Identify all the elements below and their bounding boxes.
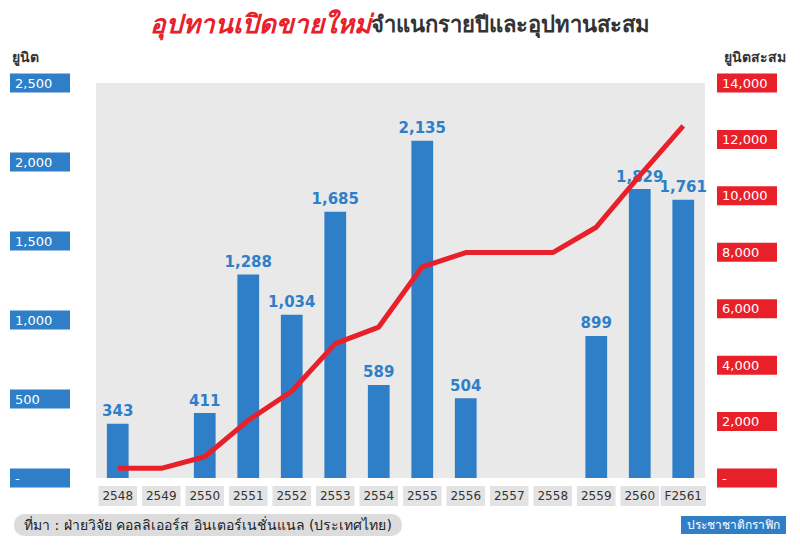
svg-text:6,000: 6,000: [722, 301, 759, 316]
svg-text:ที่มา : ฝ่ายวิจัย คอลลิเออร์ส: ที่มา : ฝ่ายวิจัย คอลลิเออร์ส อินเตอร์เน…: [24, 516, 392, 533]
svg-text:2560: 2560: [624, 489, 655, 503]
svg-text:2549: 2549: [146, 489, 177, 503]
svg-text:2548: 2548: [102, 489, 133, 503]
svg-text:2551: 2551: [233, 489, 264, 503]
svg-text:ยูนิตสะสม: ยูนิตสะสม: [724, 49, 786, 66]
svg-text:2,135: 2,135: [399, 119, 446, 137]
svg-text:504: 504: [450, 377, 481, 395]
svg-text:2552: 2552: [276, 489, 307, 503]
svg-text:14,000: 14,000: [722, 76, 768, 91]
svg-text:2554: 2554: [363, 489, 394, 503]
svg-text:2,500: 2,500: [15, 76, 52, 91]
svg-text:1,034: 1,034: [268, 293, 315, 311]
svg-text:1,761: 1,761: [660, 178, 707, 196]
svg-text:10,000: 10,000: [722, 188, 768, 203]
svg-text:อุปทานเปิดขายใหม่: อุปทานเปิดขายใหม่: [150, 9, 375, 41]
svg-text:2553: 2553: [320, 489, 351, 503]
svg-text:-: -: [722, 471, 727, 486]
svg-text:1,288: 1,288: [225, 253, 272, 271]
svg-text:12,000: 12,000: [722, 132, 768, 147]
svg-text:500: 500: [15, 392, 40, 407]
svg-text:343: 343: [102, 402, 133, 420]
svg-text:-: -: [15, 471, 20, 486]
svg-text:จำแนกรายปีและอุปทานสะสม: จำแนกรายปีและอุปทานสะสม: [371, 12, 650, 39]
svg-text:589: 589: [363, 363, 394, 381]
svg-text:2558: 2558: [537, 489, 568, 503]
svg-text:2556: 2556: [450, 489, 481, 503]
svg-text:F2561: F2561: [665, 489, 702, 503]
svg-text:1,685: 1,685: [312, 190, 359, 208]
svg-text:2559: 2559: [581, 489, 612, 503]
svg-text:2,000: 2,000: [722, 414, 759, 429]
svg-text:ยูนิต: ยูนิต: [12, 49, 39, 66]
svg-text:411: 411: [189, 392, 220, 410]
svg-text:1,000: 1,000: [15, 313, 52, 328]
svg-text:8,000: 8,000: [722, 245, 759, 260]
svg-text:ประชาชาติกราฟิก: ประชาชาติกราฟิก: [687, 518, 780, 532]
svg-text:1,500: 1,500: [15, 234, 52, 249]
svg-text:2555: 2555: [407, 489, 438, 503]
svg-text:2,000: 2,000: [15, 155, 52, 170]
svg-text:4,000: 4,000: [722, 358, 759, 373]
svg-text:2557: 2557: [494, 489, 525, 503]
svg-text:2550: 2550: [189, 489, 220, 503]
svg-text:1,829: 1,829: [616, 167, 664, 186]
svg-text:899: 899: [581, 314, 612, 332]
